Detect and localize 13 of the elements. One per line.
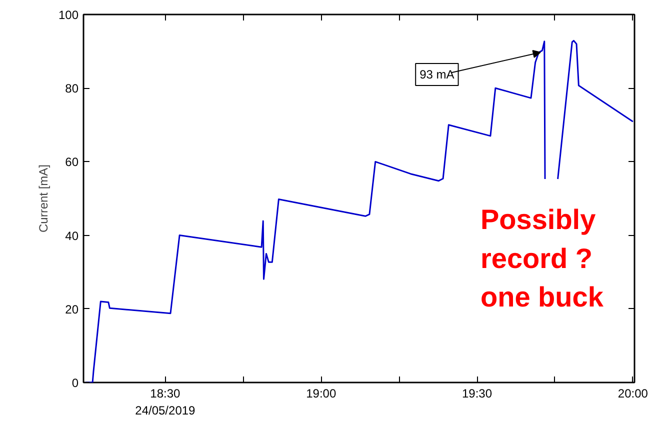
y-tick-label: 20 (65, 302, 79, 316)
x-tick-label: 20:00 (618, 386, 648, 400)
y-tick-label: 40 (65, 228, 79, 243)
y-tick-label: 100 (58, 8, 79, 22)
x-tick-label: 19:00 (306, 386, 336, 400)
y-tick-label: 80 (65, 82, 79, 96)
x-tick-label: 18:30 24/05/2019 (135, 386, 196, 418)
y-tick-label: 0 (72, 376, 79, 390)
y-axis-title: Current [mA] (36, 164, 50, 233)
x-tick-label: 19:30 (462, 386, 492, 400)
y-tick-label: 60 (65, 155, 79, 170)
annotation: Possibly record ? one buck (480, 204, 604, 312)
annotation: 93 mA (420, 67, 454, 82)
